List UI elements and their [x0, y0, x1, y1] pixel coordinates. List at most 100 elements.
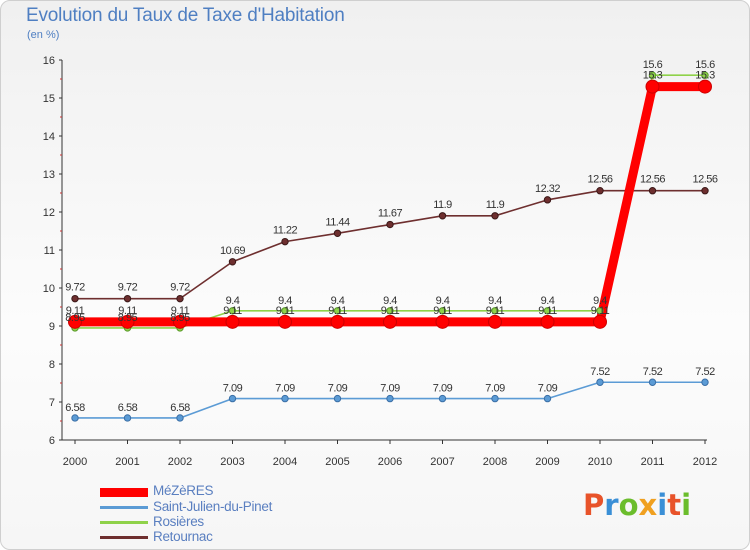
data-point-retournac: [176, 294, 184, 303]
x-tick-label: 2004: [273, 456, 297, 468]
data-point-retournac: [281, 237, 289, 246]
data-point-saint-julien: [543, 394, 552, 403]
data-label-mezeres: 9.11: [591, 305, 610, 317]
x-tick-label: 2007: [430, 456, 454, 468]
x-tick-label: 2011: [641, 456, 665, 468]
x-tick-label: 2008: [483, 456, 507, 468]
data-point-rosieres: [648, 71, 657, 79]
data-point-saint-julien: [281, 394, 289, 403]
data-point-retournac: [596, 187, 604, 195]
data-point-mezeres: [330, 314, 345, 329]
data-point-retournac: [648, 187, 657, 195]
data-point-saint-julien: [71, 414, 79, 422]
data-point-retournac: [333, 229, 342, 237]
data-point-mezeres: [698, 79, 712, 94]
logo-letter: o: [618, 488, 639, 522]
data-label-rosieres: 8.95: [65, 312, 85, 324]
data-point-rosieres: [701, 71, 709, 79]
data-label-saint-julien: 6.58: [170, 402, 190, 414]
legend-label: Retournac: [153, 529, 213, 544]
data-label-saint-julien: 7.09: [223, 383, 243, 395]
data-label-rosieres: 9.4: [383, 295, 397, 307]
data-label-mezeres: 9.11: [381, 305, 400, 317]
legend-swatch: [100, 536, 148, 539]
data-label-retournac: 12.56: [587, 174, 612, 186]
data-label-rosieres: 9.4: [331, 295, 345, 307]
data-point-saint-julien: [333, 394, 342, 403]
data-label-mezeres: 9.11: [538, 305, 557, 317]
data-point-rosieres: [596, 307, 604, 315]
data-label-mezeres: 15.3: [643, 70, 663, 82]
legend-label: Rosières: [153, 514, 204, 529]
data-point-rosieres: [543, 307, 552, 315]
data-label-saint-julien: 7.09: [538, 383, 558, 395]
data-label-retournac: 11.9: [433, 199, 452, 211]
data-point-retournac: [543, 196, 552, 204]
data-label-mezeres: 9.11: [433, 305, 452, 317]
data-point-mezeres: [435, 314, 450, 329]
chart-title: Evolution du Taux de Taxe d'Habitation: [26, 5, 345, 26]
data-point-retournac: [701, 187, 709, 195]
data-label-rosieres: 8.95: [170, 312, 190, 324]
data-point-retournac: [71, 294, 79, 303]
y-tick-label: 7: [49, 397, 55, 409]
data-point-mezeres: [593, 314, 607, 329]
data-label-rosieres: 9.4: [436, 295, 450, 307]
data-label-retournac: 11.44: [325, 216, 350, 228]
data-label-saint-julien: 7.52: [590, 366, 610, 378]
data-point-rosieres: [333, 307, 342, 315]
data-point-saint-julien: [701, 378, 709, 386]
data-label-rosieres: 15.6: [695, 59, 715, 71]
data-point-saint-julien: [176, 414, 184, 422]
data-label-saint-julien: 7.52: [695, 366, 715, 378]
x-tick-label: 2006: [378, 456, 402, 468]
data-point-rosieres: [491, 307, 499, 315]
data-point-mezeres: [120, 314, 135, 329]
data-label-rosieres: 9.4: [488, 295, 502, 307]
legend-swatch: [100, 488, 148, 497]
y-tick-label: 10: [43, 283, 55, 295]
data-label-rosieres: 15.6: [643, 59, 663, 71]
data-label-retournac: 9.72: [118, 282, 138, 294]
data-point-saint-julien: [228, 394, 237, 403]
data-point-saint-julien: [123, 414, 132, 422]
data-point-retournac: [491, 212, 499, 220]
x-tick-label: 2012: [693, 456, 717, 468]
logo-letter: x: [638, 488, 658, 522]
data-label-saint-julien: 7.09: [328, 383, 348, 395]
data-label-retournac: 12.32: [535, 183, 560, 195]
data-label-saint-julien: 7.52: [643, 366, 663, 378]
data-point-retournac: [228, 258, 237, 266]
data-label-rosieres: 9.4: [541, 295, 555, 307]
data-label-rosieres: 9.4: [278, 295, 292, 307]
data-point-mezeres: [68, 314, 82, 329]
data-label-mezeres: 9.11: [328, 305, 347, 317]
legend-label: MéZèRES: [153, 483, 214, 498]
data-point-mezeres: [488, 314, 502, 329]
logo-letter: t: [667, 488, 682, 522]
data-label-mezeres: 9.11: [171, 305, 190, 317]
data-label-saint-julien: 7.09: [433, 383, 453, 395]
data-label-retournac: 12.56: [640, 174, 665, 186]
data-label-rosieres: 9.4: [226, 295, 240, 307]
proxiti-logo: Proxiti: [583, 488, 691, 522]
data-label-mezeres: 9.11: [66, 305, 85, 317]
y-tick-label: 8: [49, 359, 55, 371]
data-label-saint-julien: 6.58: [118, 402, 138, 414]
y-tick-label: 13: [43, 169, 55, 181]
data-label-rosieres: 8.95: [118, 312, 138, 324]
data-point-mezeres: [173, 314, 187, 329]
data-point-saint-julien: [438, 394, 447, 403]
y-tick-label: 16: [43, 55, 55, 67]
data-point-saint-julien: [386, 394, 394, 403]
data-point-retournac: [438, 212, 447, 220]
y-tick-label: 6: [49, 435, 55, 447]
x-tick-label: 2009: [535, 456, 559, 468]
data-point-retournac: [386, 220, 394, 229]
data-point-mezeres: [225, 314, 240, 329]
data-point-mezeres: [645, 79, 660, 94]
data-label-retournac: 11.67: [378, 208, 403, 220]
data-label-retournac: 11.22: [273, 225, 298, 237]
data-point-rosieres: [386, 307, 394, 315]
